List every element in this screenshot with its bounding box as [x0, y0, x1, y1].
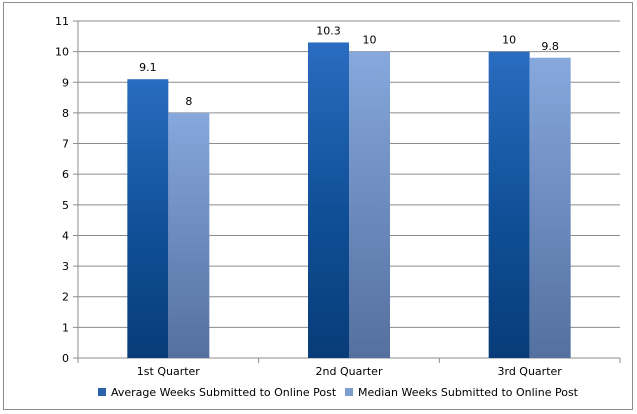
bar — [529, 57, 571, 358]
data-label: 10 — [363, 34, 377, 47]
bar — [349, 51, 390, 359]
data-labels: 9.1 8 10.3 10 10 9.8 — [139, 24, 559, 107]
y-tick-label: 5 — [62, 199, 69, 212]
legend-label: Average Weeks Submitted to Online Post — [111, 386, 337, 399]
bar — [127, 79, 169, 358]
data-label: 10.3 — [316, 24, 341, 37]
x-tick-label: 1st Quarter — [137, 365, 201, 378]
chart-frame — [3, 2, 633, 410]
bar — [168, 112, 210, 358]
legend-swatch — [345, 388, 353, 396]
bars — [127, 42, 571, 359]
y-tick-label: 4 — [62, 229, 69, 242]
y-tick-label: 3 — [62, 260, 69, 273]
y-tick-label: 0 — [62, 352, 69, 365]
data-label: 9.1 — [139, 61, 157, 74]
y-tick-label: 8 — [62, 107, 69, 120]
bar — [488, 51, 530, 359]
legend-label: Median Weeks Submitted to Online Post — [358, 386, 579, 399]
y-tick-label: 9 — [62, 76, 69, 89]
legend: Average Weeks Submitted to Online Post Me… — [98, 386, 579, 399]
y-tick-label: 10 — [55, 46, 69, 59]
y-tick-label: 6 — [62, 168, 69, 181]
bar — [308, 42, 349, 358]
data-label: 10 — [502, 34, 516, 47]
data-label: 8 — [185, 95, 192, 108]
y-tick-label: 1 — [62, 321, 69, 334]
x-tick-label: 2nd Quarter — [316, 365, 383, 378]
data-label: 9.8 — [541, 40, 559, 53]
y-tick-label: 7 — [62, 138, 69, 151]
legend-swatch — [98, 388, 106, 396]
y-tick-label: 2 — [62, 291, 69, 304]
x-tick-label: 3rd Quarter — [498, 365, 563, 378]
y-tick-label: 11 — [55, 15, 69, 28]
